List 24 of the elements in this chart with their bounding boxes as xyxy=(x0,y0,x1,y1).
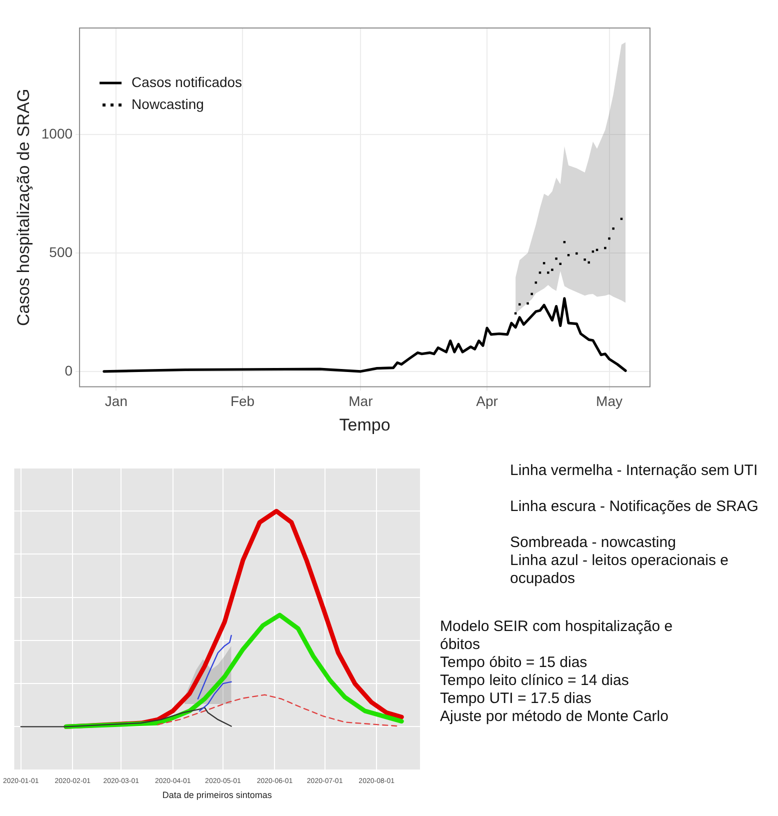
y-axis-title: Casos hospitalização de SRAG xyxy=(14,88,33,326)
text: Sombreada - nowcasting xyxy=(510,534,677,552)
legend-label: Nowcasting xyxy=(132,96,204,112)
y-tick-label: 0 xyxy=(64,362,73,378)
x-tick-label: Feb xyxy=(230,393,255,410)
text: Linha azul - leitos operacionais e ocupados xyxy=(510,552,730,588)
point xyxy=(588,261,590,264)
text: Linha vermelha - Internação sem UTI xyxy=(510,462,759,480)
x-axis-title: Data de primeiros sintomas xyxy=(162,790,272,800)
text: Ajuste por método de Monte Carlo xyxy=(440,708,670,726)
x-tick-label: Mar xyxy=(348,393,374,410)
legend-label: Casos notificados xyxy=(132,74,242,90)
text: Tempo UTI = 17.5 dias xyxy=(440,690,592,708)
x-tick-label: Apr xyxy=(476,393,498,410)
text: Linha escura - Notificações de SRAG xyxy=(510,498,760,516)
text: Modelo SEIR com hospitalização e óbitos xyxy=(440,618,674,654)
y-tick-label: 500 xyxy=(49,244,73,260)
x-tick-label: May xyxy=(596,393,622,410)
y-tick-label: 1000 xyxy=(41,125,73,142)
text: Tempo leito clínico = 14 dias xyxy=(440,672,630,690)
x-axis-title: Tempo xyxy=(339,415,390,434)
point xyxy=(567,254,570,256)
x-tick-label: Jan xyxy=(104,393,128,410)
text: Tempo óbito = 15 dias xyxy=(440,654,588,672)
